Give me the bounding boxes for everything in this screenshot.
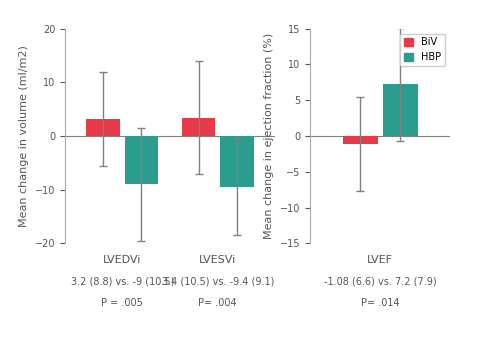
Text: LVESVi: LVESVi: [199, 255, 236, 265]
Text: P= .004: P= .004: [198, 298, 237, 308]
Bar: [382, 84, 418, 136]
Legend: BiV, HBP: BiV, HBP: [400, 34, 445, 66]
Text: 3.2 (8.8) vs. -9 (10.5): 3.2 (8.8) vs. -9 (10.5): [70, 276, 174, 286]
Text: LVEF: LVEF: [367, 255, 393, 265]
Y-axis label: Mean change in ejection fraction (%): Mean change in ejection fraction (%): [264, 33, 274, 239]
Text: -1.08 (6.6) vs. 7.2 (7.9): -1.08 (6.6) vs. 7.2 (7.9): [324, 276, 436, 286]
Bar: [124, 136, 158, 184]
Y-axis label: Mean change in volume (ml/m2): Mean change in volume (ml/m2): [19, 45, 29, 227]
Bar: [342, 136, 378, 144]
Text: P= .014: P= .014: [360, 298, 400, 308]
Text: LVEDVi: LVEDVi: [103, 255, 142, 265]
Text: 3.4 (10.5) vs. -9.4 (9.1): 3.4 (10.5) vs. -9.4 (9.1): [162, 276, 274, 286]
Bar: [220, 136, 254, 187]
Bar: [182, 118, 216, 136]
Bar: [86, 119, 120, 136]
Text: P = .005: P = .005: [102, 298, 143, 308]
